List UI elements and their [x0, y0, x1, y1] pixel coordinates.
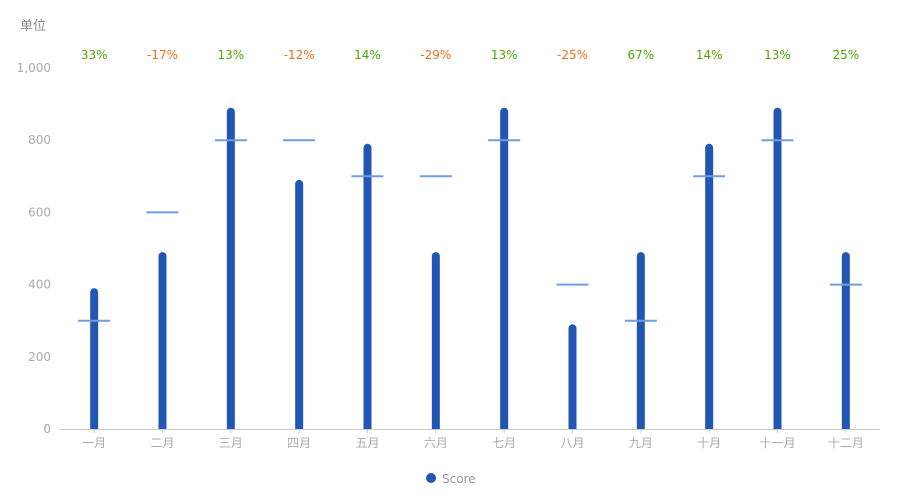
bar[interactable] [500, 107, 509, 430]
percent-label: 25% [832, 48, 859, 62]
x-tick-label: 四月 [287, 436, 311, 450]
legend[interactable]: Score [426, 472, 476, 486]
x-tick-label: 九月 [629, 436, 653, 450]
bar[interactable] [431, 252, 440, 429]
legend-label[interactable]: Score [442, 472, 476, 486]
x-tick-label: 二月 [150, 436, 174, 450]
percent-label: 13% [764, 48, 791, 62]
x-tick-label: 一月 [82, 436, 106, 450]
y-axis: 0 200 400 600 800 1,000 [17, 61, 51, 436]
percent-label: 14% [696, 48, 723, 62]
bar[interactable] [636, 252, 645, 429]
x-tick-label: 六月 [424, 436, 448, 450]
percent-labels: 33% -17% 13% -12% 14% -29% 13% -25% 67% 14% 13% 25% [81, 48, 859, 62]
percent-label: 14% [354, 48, 381, 62]
y-tick-label: 1,000 [17, 61, 51, 75]
x-tick-label: 十二月 [828, 436, 864, 450]
y-tick-label: 800 [28, 133, 51, 147]
bar[interactable] [295, 179, 304, 429]
target-markers [78, 139, 862, 322]
x-axis: 一月 二月 三月 四月 五月 六月 七月 八月 九月 十月 十一月 十二月 [60, 429, 880, 450]
y-tick-label: 400 [28, 278, 51, 292]
percent-label: 13% [217, 48, 244, 62]
percent-label: -25% [557, 48, 588, 62]
y-tick-label: 0 [43, 422, 51, 436]
y-tick-label: 200 [28, 350, 51, 364]
bar[interactable] [705, 143, 714, 429]
percent-label: -17% [147, 48, 178, 62]
x-tick-label: 十一月 [759, 436, 795, 450]
bar[interactable] [158, 252, 167, 429]
x-tick-label: 五月 [355, 436, 379, 450]
bar[interactable] [90, 288, 99, 429]
bar[interactable] [226, 107, 235, 430]
bar[interactable] [841, 252, 850, 429]
unit-label: 单位 [20, 19, 46, 34]
x-tick-label: 三月 [219, 436, 243, 450]
percent-label: 13% [491, 48, 518, 62]
percent-label: 33% [81, 48, 108, 62]
percent-label: 67% [627, 48, 654, 62]
x-tick-label: 十月 [697, 436, 721, 450]
bar[interactable] [363, 143, 372, 429]
legend-dot[interactable] [426, 473, 436, 483]
percent-label: -12% [284, 48, 315, 62]
x-tick-label: 七月 [492, 436, 516, 450]
bars [90, 107, 850, 430]
bar[interactable] [568, 324, 577, 429]
bar[interactable] [773, 107, 782, 430]
percent-label: -29% [420, 48, 451, 62]
y-tick-label: 600 [28, 205, 51, 219]
x-tick-label: 八月 [560, 436, 584, 450]
